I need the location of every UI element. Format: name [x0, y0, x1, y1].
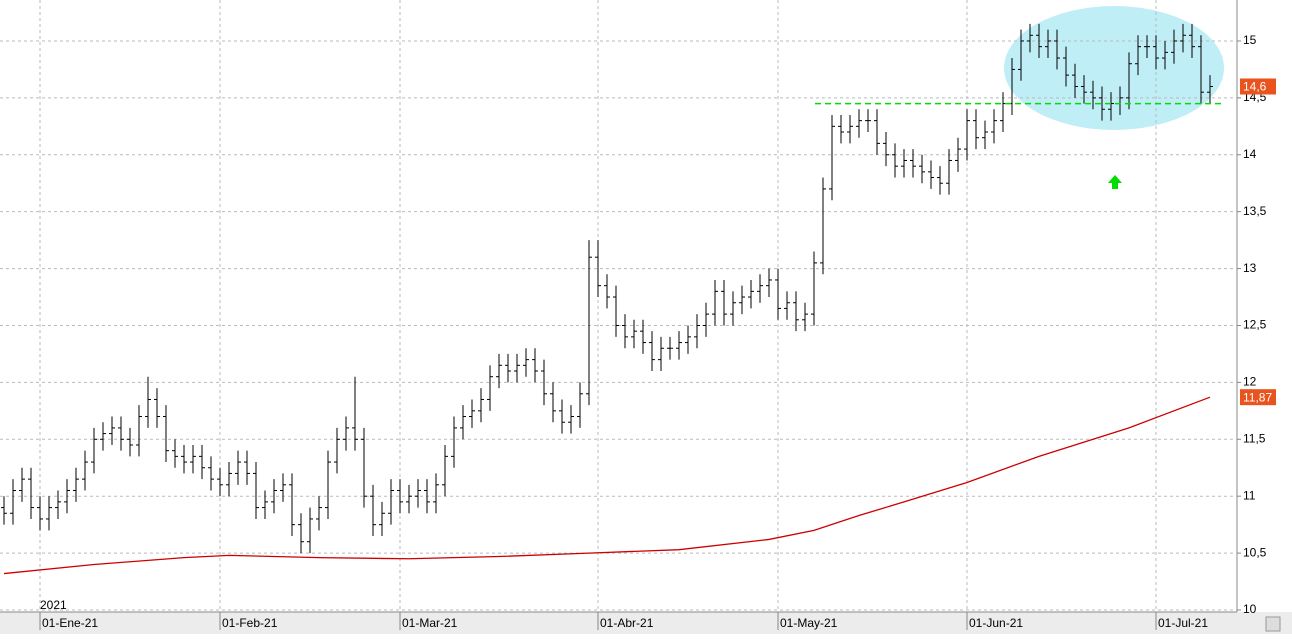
y-tick-label: 11	[1243, 488, 1256, 502]
y-axis-area	[1237, 0, 1292, 612]
up-arrow	[1108, 175, 1122, 189]
y-tick-label: 10,5	[1243, 545, 1267, 559]
x-tick-label: 01-Ene-21	[42, 616, 98, 630]
price-tag-label: 14,6	[1243, 80, 1267, 94]
highlight-ellipse	[1004, 6, 1224, 130]
y-tick-label: 15	[1243, 33, 1257, 47]
x-tick-label: 01-Mar-21	[402, 616, 458, 630]
x-tick-label: 01-Jun-21	[969, 616, 1023, 630]
y-tick-label: 14	[1243, 147, 1257, 161]
x-axis-strip	[0, 612, 1292, 634]
price-tag-label: 11,87	[1243, 390, 1272, 404]
x-tick-label: 01-Feb-21	[222, 616, 278, 630]
price-tag	[1240, 389, 1276, 406]
y-tick-label: 10	[1243, 602, 1257, 616]
y-tick-label: 13,5	[1243, 204, 1267, 218]
y-tick-label: 12	[1243, 375, 1257, 389]
y-tick-label: 12,5	[1243, 318, 1267, 332]
y-tick-label: 11,5	[1243, 431, 1266, 445]
x-tick-label: 01-Abr-21	[600, 616, 654, 630]
year-label: 2021	[40, 598, 67, 612]
x-tick-label: 01-Jul-21	[1158, 616, 1208, 630]
moving-average-line	[3, 396, 1211, 575]
tool-icon[interactable]	[1265, 616, 1281, 632]
grid	[0, 0, 1237, 612]
x-tick-label: 01-May-21	[780, 616, 838, 630]
marks	[1, 23, 1222, 575]
price-tag	[1240, 78, 1276, 95]
y-tick-label: 13	[1243, 261, 1257, 275]
